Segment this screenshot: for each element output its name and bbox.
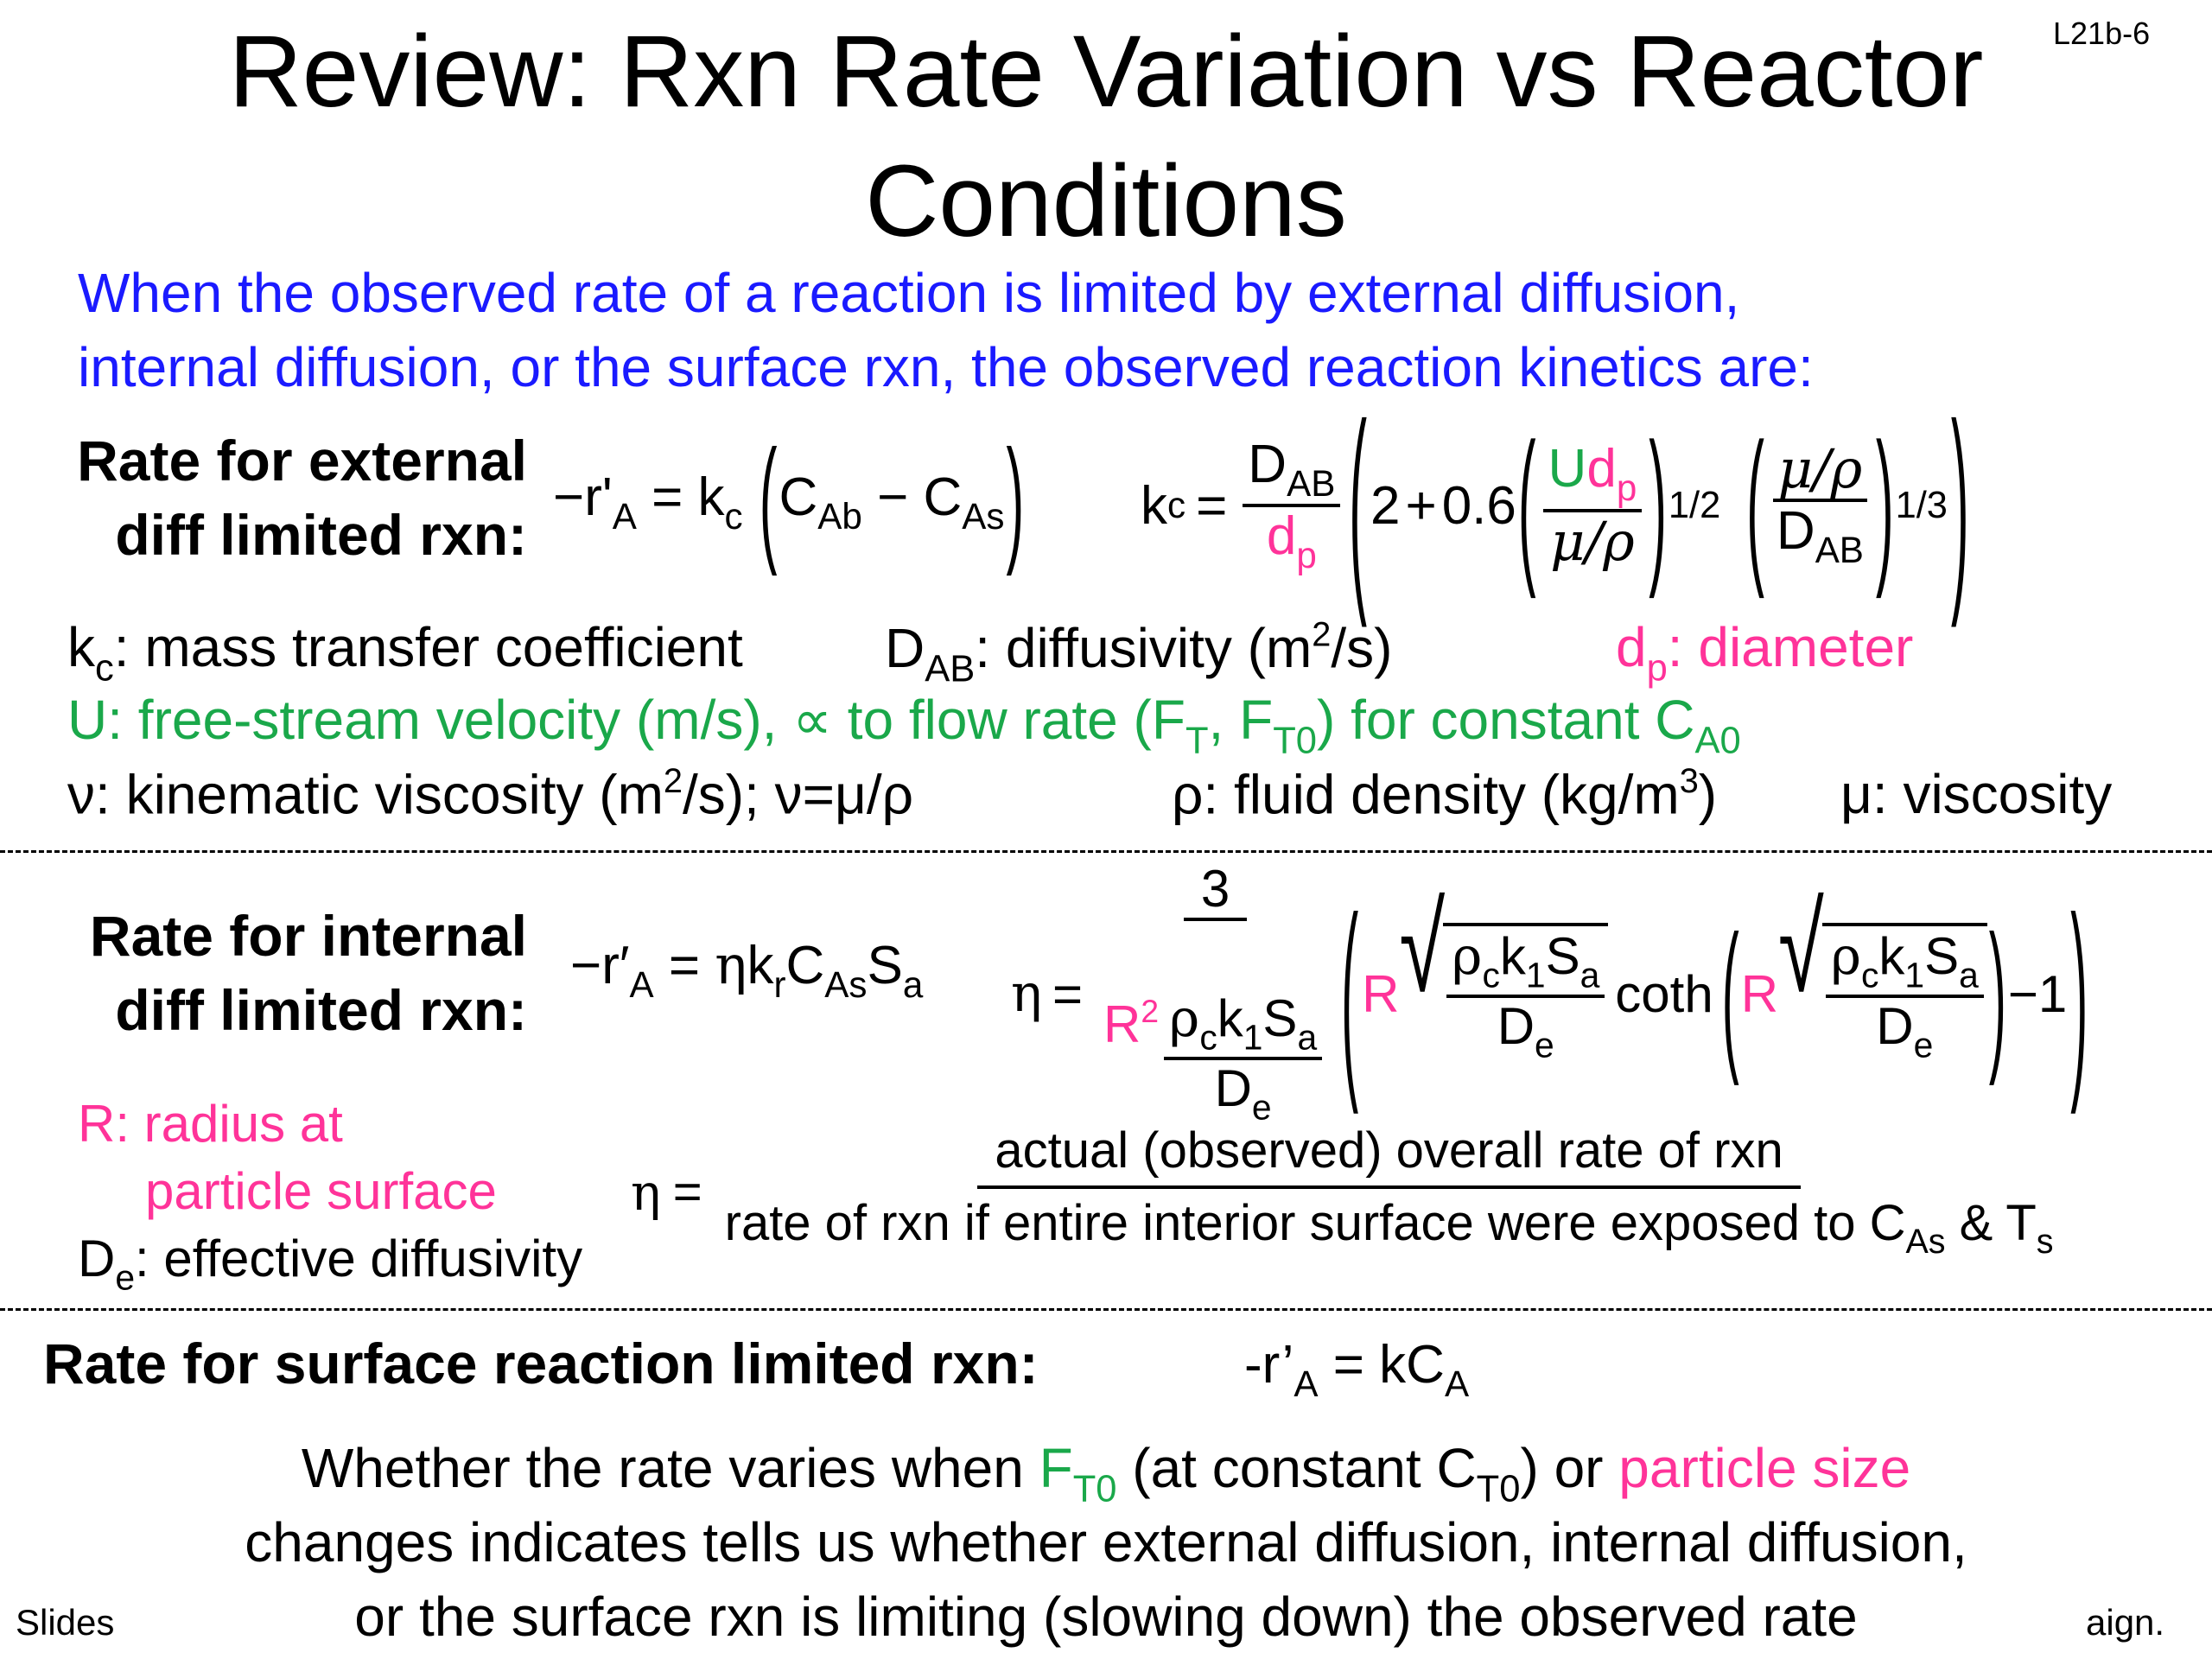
divider-top — [0, 850, 2212, 853]
effectiveness-factor-equation: η = 3 R2 ρck1Sa De ( R √ ρck1Sa De coth … — [1011, 859, 2088, 1128]
conclusion-line2: changes indicates tells us whether exter… — [245, 1511, 1967, 1573]
eta-def-numerator: actual (observed) overall rate of rxn — [977, 1123, 1801, 1189]
schmidt-fraction: μ/ρ DAB — [1771, 440, 1869, 571]
thiele-sqrt-1: √ ρck1Sa De — [1399, 887, 1609, 1065]
def-kc: kc: mass transfer coefficient — [67, 616, 743, 690]
rate-lhs-sub: A — [612, 496, 637, 537]
kc-lhs: k — [1141, 475, 1167, 536]
def-r-line1: R: radius at — [78, 1095, 343, 1153]
external-label-line1: Rate for external — [77, 429, 527, 493]
conclusion-line3: or the surface rxn is limiting (slowing … — [354, 1586, 1858, 1648]
kc-sub: c — [724, 496, 743, 537]
def-dab: DAB: diffusivity (m2/s) — [885, 615, 1393, 690]
radius-r1: R — [1362, 964, 1400, 1023]
surface-rate-equation: -r’A = kCA — [1244, 1335, 1470, 1405]
slide-title-line1: Review: Rxn Rate Variation vs Reactor — [228, 15, 1984, 129]
slide-number: L21b-6 — [2053, 16, 2151, 51]
const-two: 2 — [1370, 475, 1401, 536]
def-nu: ν: kinematic viscosity (m2/s); ν=μ/ρ — [67, 762, 914, 826]
slide-title-line2: Conditions — [865, 144, 1347, 258]
exp-half: 1/2 — [1668, 484, 1721, 526]
internal-label: Rate for internal diff limited rxn: — [35, 899, 527, 1047]
surface-label: Rate for surface reaction limited rxn: — [43, 1332, 1039, 1395]
const-coef: 0.6 — [1441, 475, 1516, 536]
cab-symbol: C — [779, 467, 818, 527]
def-line-kc: kc: mass transfer coefficient — [67, 615, 743, 690]
def-r-line2: particle surface — [145, 1162, 497, 1220]
def-u: U: free-stream velocity (m/s), ∝ to flow… — [67, 689, 1741, 762]
internal-label-line1: Rate for internal — [89, 904, 527, 968]
kc-lhs-sub: c — [1167, 485, 1186, 525]
internal-label-line2: diff limited rxn: — [115, 978, 527, 1042]
external-label: Rate for external diff limited rxn: — [35, 423, 527, 572]
minus-one: −1 — [2007, 964, 2068, 1023]
eta-symbol: η — [1011, 963, 1042, 1024]
def-rho: ρ: fluid density (kg/m3) — [1172, 762, 1718, 826]
eta-outer-fraction: 3 R2 ρck1Sa De — [1098, 860, 1332, 1128]
rate-lhs: −r' — [553, 467, 613, 527]
external-label-line2: diff limited rxn: — [115, 503, 527, 567]
external-rate-equation: −r'A = kc (CAb − CAs) — [553, 423, 1025, 579]
def-dp: dp: diameter — [1616, 616, 1914, 690]
def-line-dab: DAB: diffusivity (m2/s) — [885, 615, 1392, 690]
cas-sub: As — [962, 496, 1005, 537]
conclusion-line1: Whether the rate varies when FT0 (at con… — [301, 1437, 1911, 1510]
divider-bottom — [0, 1308, 2212, 1311]
intro-line2: internal diffusion, or the surface rxn, … — [78, 336, 1814, 398]
exp-third: 1/3 — [1895, 484, 1948, 526]
cas-symbol: C — [923, 467, 963, 527]
def-de: De: effective diffusivity — [78, 1230, 583, 1298]
eta-def-symbol: η — [631, 1162, 661, 1222]
kc-symbol: k — [697, 467, 725, 527]
reynolds-fraction: Udp μ/ρ — [1542, 440, 1643, 571]
footer-right: aign. — [2086, 1602, 2165, 1643]
eta-def-denominator: rate of rxn if entire interior surface w… — [724, 1194, 2054, 1261]
radius-r2: R — [1740, 964, 1779, 1023]
def-mu: μ: viscosity — [1840, 763, 2113, 825]
thiele-sqrt-2: √ ρck1Sa De — [1778, 887, 1987, 1065]
cab-sub: Ab — [817, 496, 862, 537]
internal-rate-equation: −r′A = ηkrCAsSa — [570, 933, 924, 1006]
eta-definition: η = actual (observed) overall rate of rx… — [631, 1123, 2064, 1261]
coth-function: coth — [1615, 964, 1713, 1023]
footer-left: Slides — [16, 1602, 115, 1643]
dab-over-dp: DAB dp — [1243, 435, 1341, 576]
intro-line1: When the observed rate of a reaction is … — [78, 262, 1740, 324]
